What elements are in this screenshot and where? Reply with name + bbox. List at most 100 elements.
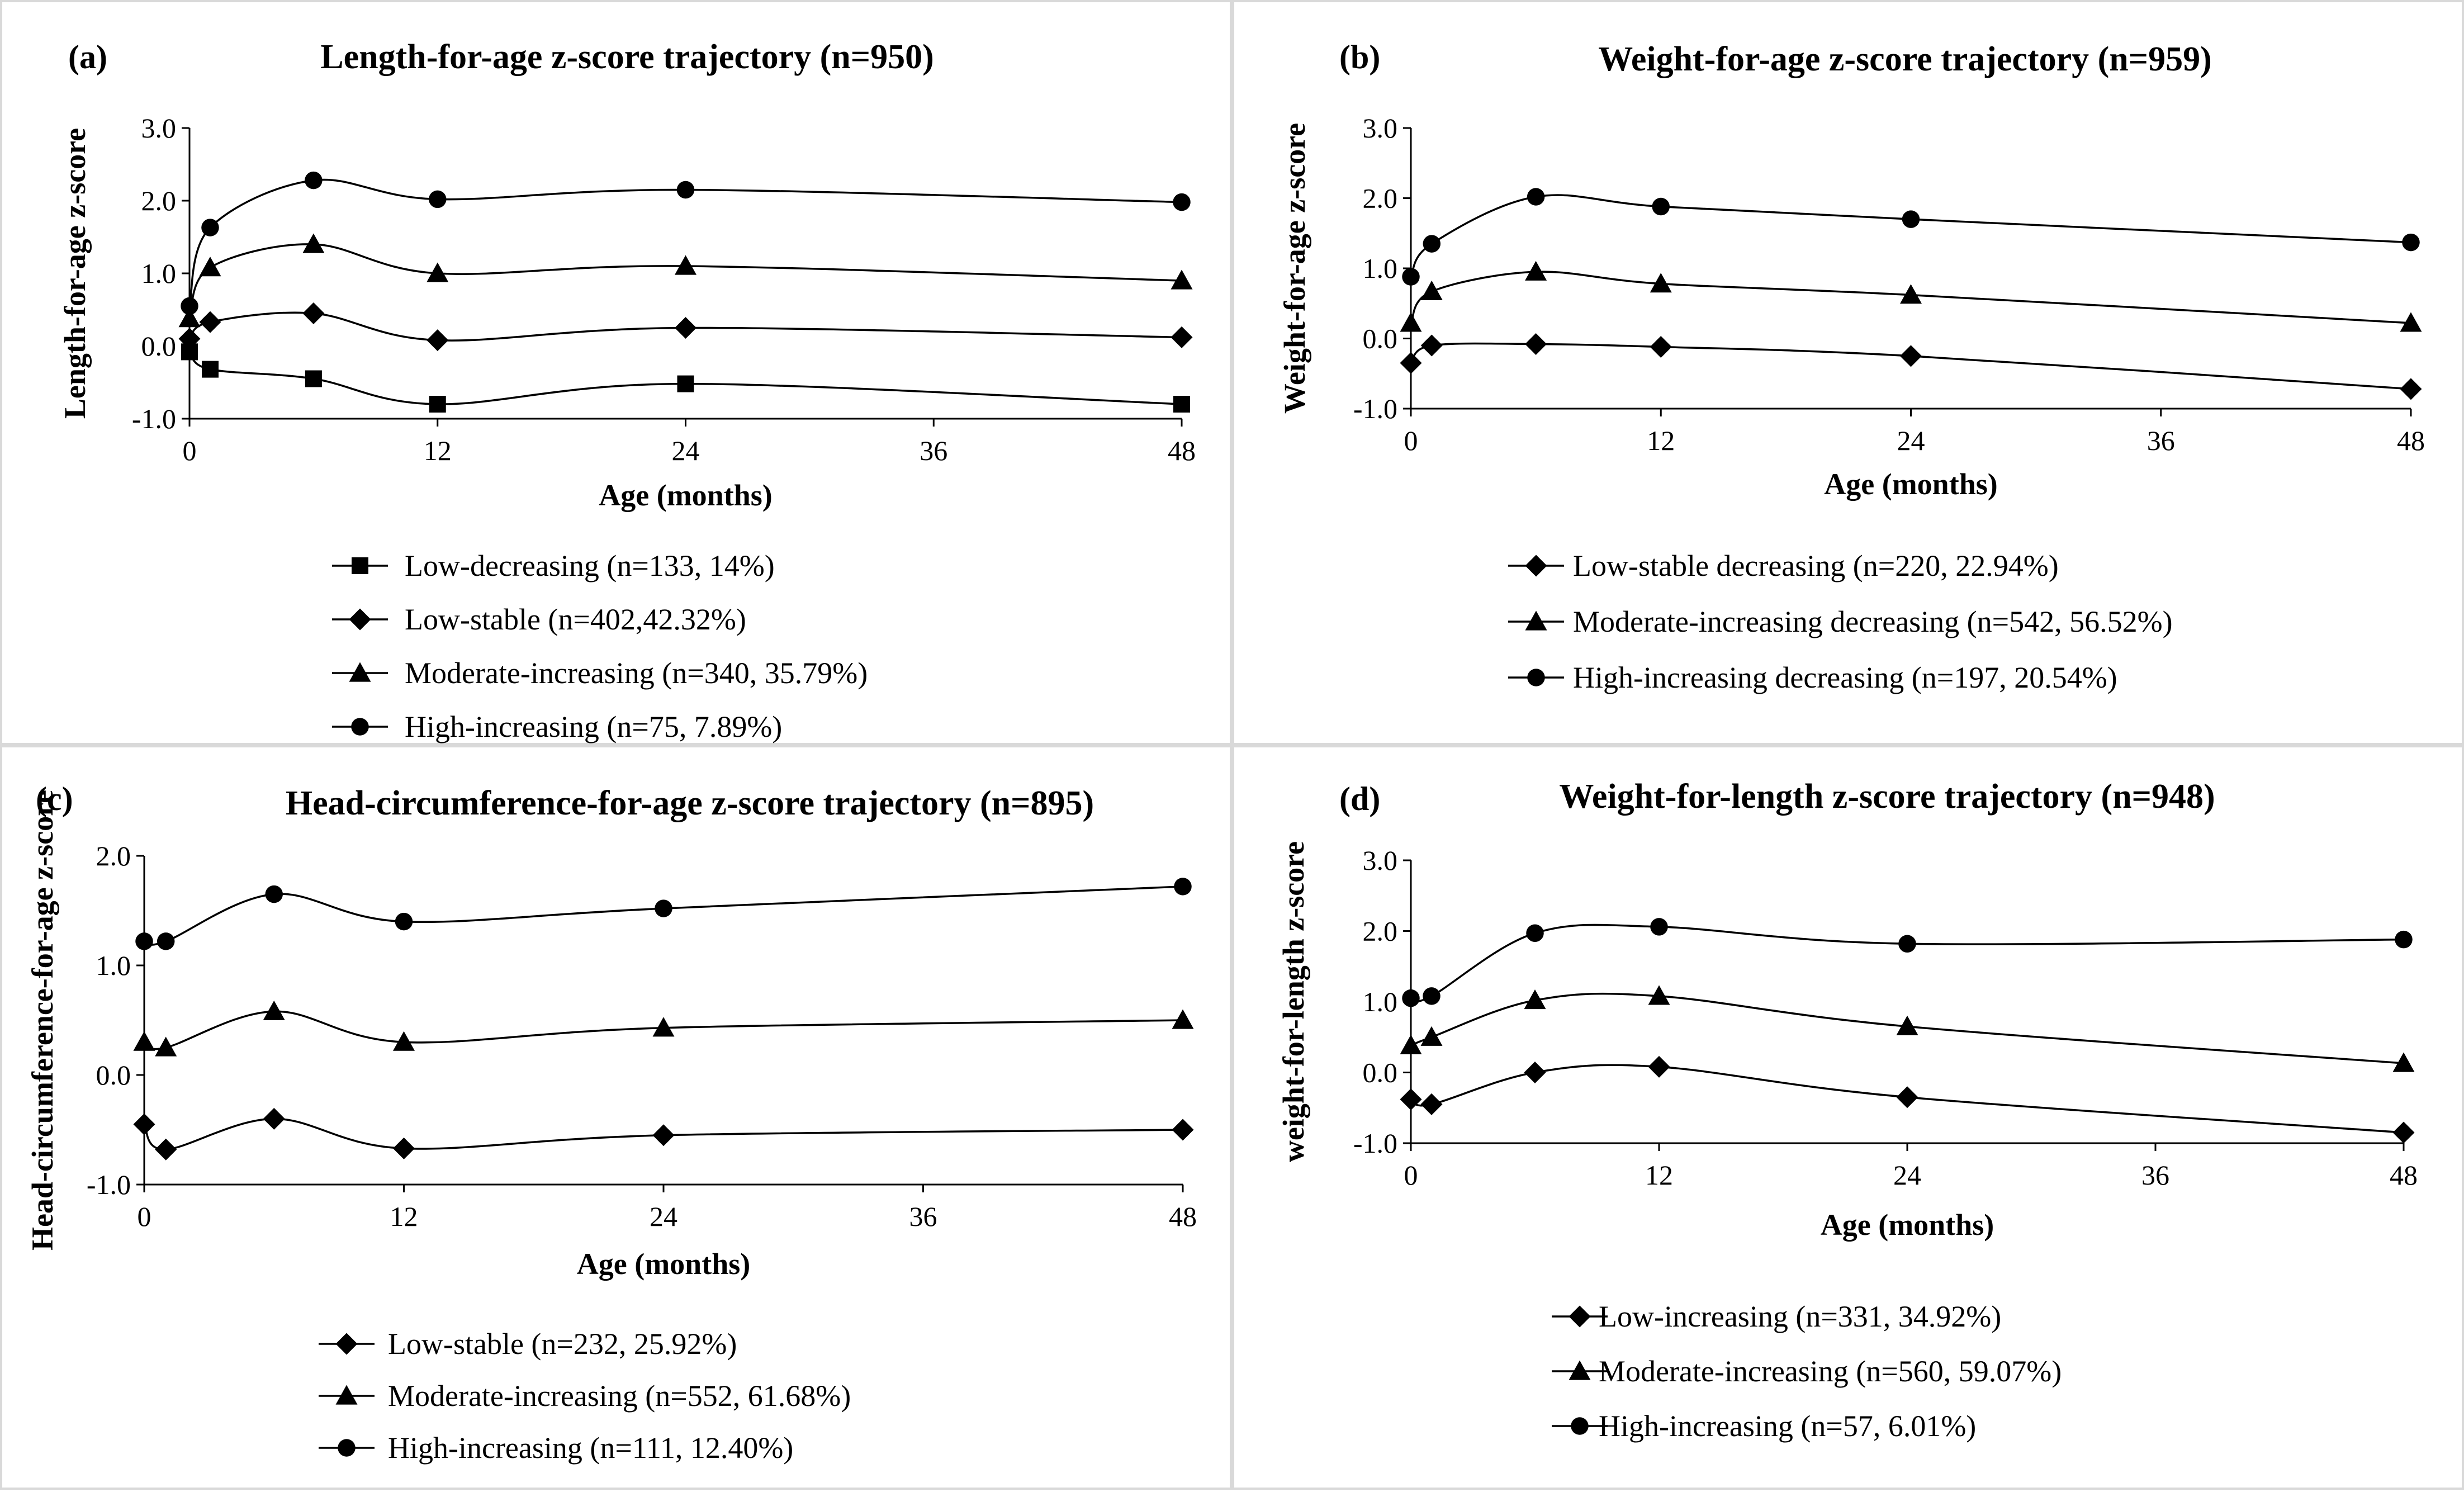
series-line-d-1 (1410, 992, 2404, 1064)
data-point-b-0 (1525, 333, 1547, 356)
y-tick-label-d: 3.0 (1363, 845, 1398, 876)
y-axis-label-b: Weight-for-age z-score (1278, 123, 1311, 414)
data-point-a-2 (199, 257, 221, 277)
data-point-c-1 (263, 1000, 285, 1020)
legend-marker-a-3 (351, 718, 369, 736)
legend-label-b-2: High-increasing decreasing (n=197, 20.54… (1573, 661, 2117, 694)
legend-label-b-0: Low-stable decreasing (n=220, 22.94%) (1573, 549, 2059, 582)
series-line-a-3 (188, 178, 1182, 306)
x-tick-label-a: 12 (424, 435, 452, 466)
data-point-a-0 (1173, 396, 1190, 413)
chart-title-c: Head-circumference-for-age z-score traje… (286, 784, 1094, 822)
y-tick-label-a: -1.0 (132, 403, 176, 434)
y-tick-label-d: -1.0 (1353, 1128, 1397, 1159)
legend-marker-a-0 (352, 557, 368, 574)
legend-label-b-1: Moderate-increasing decreasing (n=542, 5… (1573, 605, 2173, 638)
x-tick-label-d: 12 (1645, 1159, 1673, 1191)
data-point-a-1 (199, 311, 221, 333)
data-point-b-0 (2400, 378, 2422, 400)
x-tick-label-c: 48 (1169, 1201, 1197, 1232)
data-point-c-2 (1174, 878, 1192, 896)
data-point-a-3 (181, 297, 198, 315)
y-axis-label-a: Length-for-age z-score (58, 128, 92, 419)
x-tick-label-a: 48 (1168, 435, 1196, 466)
panel-label-b: (b) (1339, 39, 1380, 75)
y-axis-label-c: Head-circumference-for-age z-score (26, 790, 59, 1251)
data-point-c-1 (652, 1017, 675, 1037)
chart-c-svg: (c) Head-circumference-for-age z-score tr… (26, 780, 1197, 1465)
x-tick-label-d: 24 (1893, 1159, 1921, 1191)
y-tick-label-d: 0.0 (1363, 1057, 1398, 1088)
series-line-c-0 (143, 1117, 1183, 1151)
x-tick-label-b: 24 (1897, 425, 1925, 456)
data-point-c-2 (265, 885, 283, 903)
data-point-d-2 (1402, 989, 1420, 1007)
x-axis-label-c: Age (months) (577, 1247, 750, 1281)
series-line-d-2 (1410, 923, 2404, 1003)
data-point-c-0 (1172, 1119, 1194, 1141)
data-point-b-1 (2400, 312, 2422, 332)
legend-label-c-1: Moderate-increasing (n=552, 61.68%) (388, 1379, 851, 1413)
legend-label-a-2: Moderate-increasing (n=340, 35.79%) (405, 656, 868, 690)
y-tick-label-b: 1.0 (1363, 253, 1398, 284)
data-point-b-0 (1650, 336, 1672, 358)
data-point-c-0 (263, 1107, 285, 1130)
data-point-a-0 (201, 361, 219, 378)
data-point-b-2 (2402, 233, 2420, 252)
panel-label-a: (a) (68, 39, 107, 75)
x-tick-label-a: 0 (183, 435, 197, 466)
legend-label-a-0: Low-decreasing (n=133, 14%) (405, 549, 775, 582)
data-point-b-1 (1900, 284, 1922, 304)
data-point-c-1 (133, 1031, 155, 1051)
data-point-a-2 (427, 262, 449, 282)
data-point-d-0 (1896, 1086, 1918, 1109)
data-point-c-0 (155, 1138, 177, 1161)
panel-b-weight-for-age: (b) Weight-for-age z-score trajectory (n=… (1232, 0, 2464, 745)
chart-a-svg: (a) Length-for-age z-score trajectory (n=… (58, 38, 1196, 743)
y-tick-label-c: 1.0 (96, 950, 131, 981)
x-axis-label-b: Age (months) (1824, 467, 1997, 501)
data-point-a-0 (677, 375, 694, 392)
data-point-a-1 (675, 317, 696, 339)
series-line-b-1 (1410, 271, 2411, 324)
data-point-b-2 (1527, 188, 1545, 206)
x-tick-label-b: 12 (1647, 425, 1675, 456)
series-line-d-0 (1410, 1064, 2404, 1134)
data-point-b-2 (1402, 268, 1420, 286)
chart-title-b: Weight-for-age z-score trajectory (n=959… (1598, 40, 2211, 78)
data-point-d-2 (2395, 930, 2413, 949)
data-point-b-1 (1400, 312, 1422, 332)
legend-marker-b-1 (1525, 610, 1547, 631)
legend-marker-a-2 (349, 662, 371, 682)
legend-marker-c-0 (335, 1333, 358, 1355)
data-point-c-1 (155, 1036, 177, 1057)
y-tick-label-d: 2.0 (1363, 916, 1398, 947)
data-point-a-2 (675, 255, 696, 275)
data-point-b-1 (1650, 273, 1672, 293)
y-tick-label-a: 3.0 (141, 112, 177, 144)
data-point-a-3 (429, 190, 447, 209)
series-line-b-0 (1410, 342, 2411, 390)
x-tick-label-a: 36 (920, 435, 947, 466)
series-line-a-0 (188, 351, 1182, 405)
x-axis-label-d: Age (months) (1821, 1208, 1994, 1242)
chart-title-d: Weight-for-length z-score trajectory (n=… (1559, 778, 2215, 816)
series-line-c-2 (144, 885, 1183, 946)
data-point-c-1 (393, 1031, 415, 1051)
y-tick-label-c: 2.0 (96, 840, 131, 871)
y-tick-label-c: 0.0 (96, 1059, 131, 1091)
y-tick-label-a: 2.0 (141, 185, 177, 216)
x-tick-label-c: 12 (390, 1201, 418, 1232)
data-point-d-1 (1896, 1015, 1918, 1035)
data-point-d-1 (1524, 989, 1546, 1010)
series-line-a-1 (188, 311, 1182, 342)
x-tick-label-b: 0 (1404, 425, 1418, 456)
data-point-b-1 (1420, 280, 1443, 301)
data-point-d-0 (1400, 1088, 1422, 1111)
legend-label-d-2: High-increasing (n=57, 6.01%) (1599, 1409, 1976, 1443)
data-point-a-3 (1173, 193, 1191, 211)
legend-marker-d-1 (1569, 1360, 1591, 1380)
data-point-b-2 (1902, 210, 1920, 228)
chart-d-svg: (d) Weight-for-length z-score trajectory … (1277, 778, 2418, 1443)
x-tick-label-c: 24 (650, 1201, 677, 1232)
